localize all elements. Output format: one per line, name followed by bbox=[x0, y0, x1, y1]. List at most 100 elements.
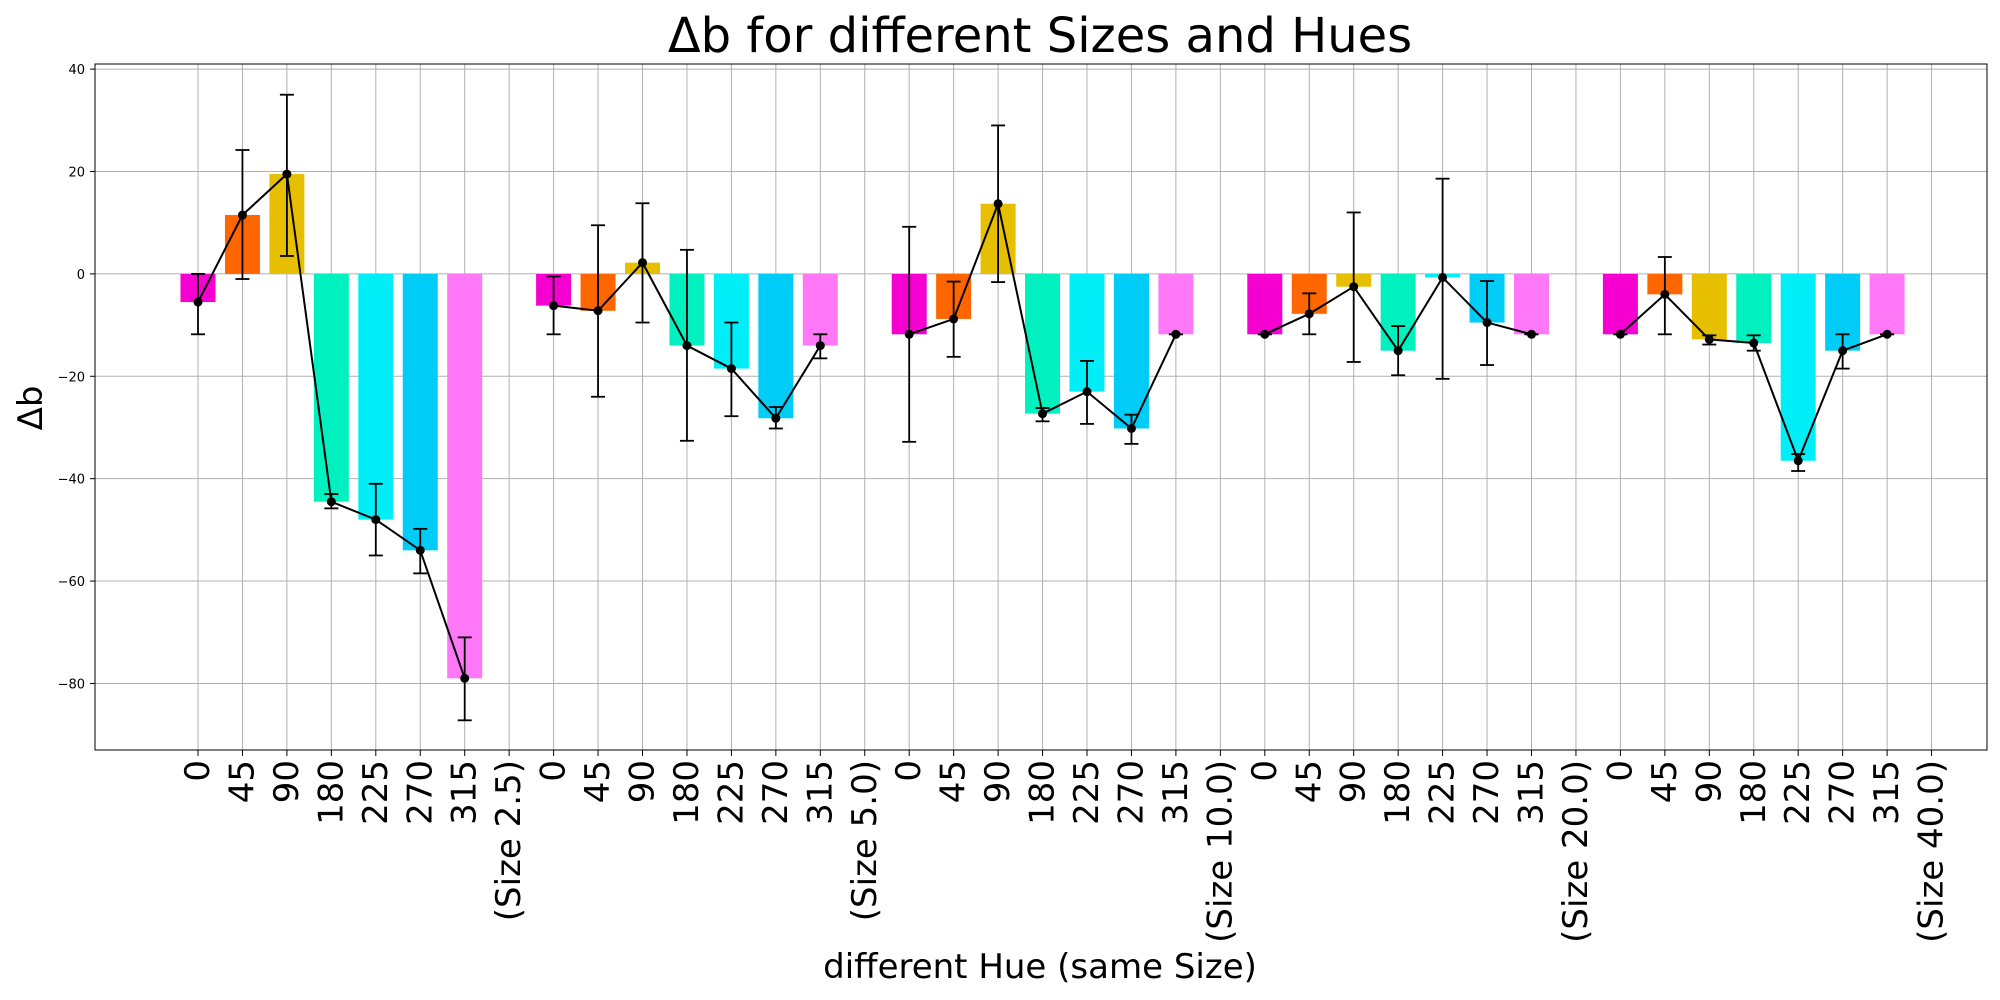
bar bbox=[758, 273, 794, 419]
x-tick-label: (Size 40.0) bbox=[1912, 760, 1952, 943]
bar bbox=[1691, 273, 1727, 340]
data-point bbox=[1527, 329, 1536, 339]
x-tick-label: 180 bbox=[1378, 760, 1418, 825]
data-point bbox=[1838, 346, 1848, 356]
x-tick-label: 45 bbox=[1645, 760, 1685, 803]
y-tick-label: 0 bbox=[77, 268, 85, 283]
x-tick-label: 225 bbox=[1778, 760, 1818, 825]
data-point bbox=[593, 306, 603, 316]
plot-area-frame bbox=[94, 63, 1988, 751]
data-point bbox=[460, 673, 470, 683]
bar bbox=[447, 273, 483, 679]
data-point bbox=[1260, 329, 1270, 339]
bar bbox=[358, 273, 394, 520]
bar bbox=[313, 273, 349, 502]
bar bbox=[1025, 273, 1061, 414]
x-tick-label: 225 bbox=[356, 760, 396, 825]
data-point bbox=[371, 515, 381, 525]
x-tick-label: 0 bbox=[1245, 760, 1285, 782]
x-tick-label: 45 bbox=[578, 760, 618, 803]
x-tick-label: 315 bbox=[800, 760, 840, 825]
data-point bbox=[282, 169, 292, 179]
bar bbox=[1158, 273, 1194, 335]
data-point bbox=[682, 341, 692, 351]
x-tick-label: 0 bbox=[534, 760, 574, 782]
data-point bbox=[237, 210, 247, 220]
bar bbox=[1602, 273, 1638, 335]
x-tick-label: 45 bbox=[934, 760, 974, 803]
data-point bbox=[771, 413, 781, 423]
x-tick-label: 270 bbox=[1467, 760, 1507, 825]
x-tick-label: 0 bbox=[889, 760, 929, 782]
y-tick-label: −60 bbox=[58, 575, 85, 590]
x-tick-label: 0 bbox=[178, 760, 218, 782]
y-tick-label: −20 bbox=[58, 370, 85, 385]
data-point bbox=[1038, 409, 1048, 419]
x-tick-label: 180 bbox=[1023, 760, 1063, 825]
bar bbox=[1869, 273, 1905, 335]
bar bbox=[1514, 273, 1549, 335]
x-tick-label: 180 bbox=[1734, 760, 1774, 825]
x-tick-label: 315 bbox=[1512, 760, 1552, 825]
x-tick-label: 90 bbox=[1689, 760, 1729, 803]
x-tick-label: 180 bbox=[667, 760, 707, 825]
data-point bbox=[1349, 282, 1359, 292]
data-point bbox=[549, 301, 559, 311]
data-point bbox=[1126, 424, 1136, 434]
x-tick-label: 180 bbox=[311, 760, 351, 825]
data-point bbox=[1704, 334, 1714, 344]
x-tick-label: (Size 10.0) bbox=[1200, 760, 1240, 943]
data-point bbox=[193, 297, 203, 307]
y-tick-label: −40 bbox=[58, 473, 85, 488]
data-point bbox=[1082, 387, 1092, 397]
bar bbox=[402, 273, 438, 551]
data-point bbox=[1171, 329, 1181, 339]
data-point bbox=[1482, 318, 1492, 328]
x-tick-label: 270 bbox=[400, 760, 440, 825]
data-point bbox=[326, 497, 336, 507]
y-tick-label: −80 bbox=[58, 677, 85, 692]
data-point bbox=[993, 199, 1003, 209]
x-tick-label: 45 bbox=[222, 760, 262, 803]
x-tick-label: 90 bbox=[267, 760, 307, 803]
data-point bbox=[726, 364, 736, 374]
x-tick-label: 90 bbox=[623, 760, 663, 803]
x-tick-label: (Size 5.0) bbox=[845, 760, 885, 921]
x-axis-ticks: 0 45 90 180 225 270 315 (Size 2.5) 0 45 90 180 225 27… bbox=[178, 750, 1952, 943]
data-point bbox=[1793, 456, 1803, 466]
data-point bbox=[1304, 309, 1314, 319]
data-points bbox=[193, 169, 1892, 683]
chart-title: Δb for different Sizes and Hues bbox=[668, 8, 1412, 64]
x-tick-label: 315 bbox=[445, 760, 485, 825]
x-tick-label: 315 bbox=[1867, 760, 1907, 825]
x-tick-label: 45 bbox=[1289, 760, 1329, 803]
data-point bbox=[1438, 272, 1448, 282]
x-tick-label: 225 bbox=[1067, 760, 1107, 825]
data-point bbox=[1882, 329, 1892, 339]
data-point bbox=[415, 545, 425, 555]
data-point bbox=[949, 314, 959, 324]
bar bbox=[1247, 273, 1283, 335]
bar bbox=[1736, 273, 1772, 344]
y-tick-label: 20 bbox=[68, 166, 85, 181]
bar bbox=[1113, 273, 1149, 429]
x-tick-label: 270 bbox=[1111, 760, 1151, 825]
y-axis-label: Δb bbox=[11, 386, 51, 431]
x-tick-label: 225 bbox=[711, 760, 751, 825]
data-point bbox=[1660, 289, 1670, 299]
data-point bbox=[904, 329, 914, 339]
data-point bbox=[1749, 338, 1759, 348]
y-axis-ticks: 40 20 0 −20 −40 −60 −80 bbox=[58, 63, 95, 692]
data-point bbox=[1615, 329, 1625, 339]
data-point bbox=[815, 341, 825, 351]
x-tick-label: (Size 2.5) bbox=[489, 760, 529, 921]
x-axis-label: different Hue (same Size) bbox=[823, 947, 1257, 987]
x-tick-label: 90 bbox=[978, 760, 1018, 803]
x-tick-label: 270 bbox=[756, 760, 796, 825]
data-point bbox=[638, 258, 647, 268]
x-tick-label: 0 bbox=[1600, 760, 1640, 782]
x-tick-label: (Size 20.0) bbox=[1556, 760, 1596, 943]
x-tick-label: 225 bbox=[1423, 760, 1463, 825]
y-tick-label: 40 bbox=[68, 63, 85, 78]
